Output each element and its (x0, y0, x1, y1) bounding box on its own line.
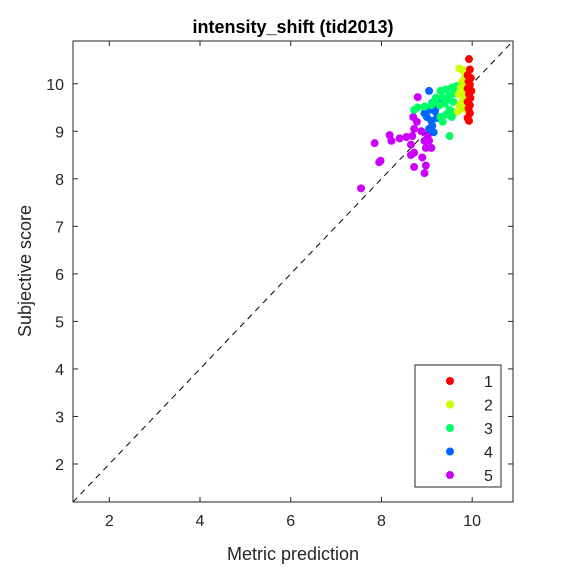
y-tick-label: 8 (55, 172, 64, 189)
x-tick-label: 8 (377, 513, 386, 530)
legend-label: 3 (484, 421, 493, 438)
series-3 (410, 82, 461, 141)
legend-label: 2 (484, 398, 493, 415)
data-point (429, 97, 438, 106)
axes-frame (72, 40, 514, 503)
data-point (420, 169, 429, 178)
x-axis-label: Metric prediction (227, 544, 359, 564)
data-point (375, 158, 384, 167)
x-tick-label: 4 (196, 513, 205, 530)
data-point (406, 151, 415, 160)
data-point (427, 143, 436, 152)
data-point (420, 102, 429, 111)
x-tick-label: 6 (286, 513, 295, 530)
data-point (429, 128, 438, 137)
data-point (435, 101, 444, 110)
data-point (449, 97, 458, 106)
legend-label: 1 (484, 374, 493, 391)
data-point (412, 117, 421, 126)
data-point (406, 140, 415, 149)
legend-marker (446, 471, 454, 479)
legend-marker (446, 447, 454, 456)
data-point (445, 132, 454, 141)
legend-label: 4 (484, 445, 493, 462)
data-point (408, 132, 417, 141)
x-tick-label: 10 (463, 513, 481, 530)
data-point (465, 116, 473, 125)
data-point (425, 86, 434, 95)
data-point (423, 132, 432, 141)
data-point (465, 55, 473, 64)
data-point (410, 124, 419, 133)
data-point (438, 117, 447, 126)
data-point (417, 127, 426, 136)
series-1 (463, 55, 476, 125)
data-point (436, 86, 445, 95)
data-points (357, 55, 476, 193)
plot-area: 2 4 6 8 10 2 3 4 5 6 7 8 9 10 (46, 40, 514, 530)
y-axis-label: Subjective score (15, 205, 35, 337)
legend-items: 1 2 3 4 5 (446, 374, 493, 485)
data-point (387, 136, 396, 145)
data-point (447, 113, 456, 122)
data-point (453, 107, 462, 116)
legend-label: 5 (484, 468, 493, 485)
chart-title: intensity_shift (tid2013) (192, 17, 393, 37)
y-tick-label: 6 (55, 267, 64, 284)
data-point (410, 105, 419, 114)
y-tick-label: 4 (55, 362, 64, 379)
legend-marker (446, 400, 454, 409)
data-point (402, 133, 411, 142)
axis-ticks: 2 4 6 8 10 2 3 4 5 6 7 8 9 10 (46, 41, 513, 530)
data-point (395, 134, 404, 143)
series-5 (357, 93, 436, 193)
data-point (454, 90, 463, 99)
y-tick-label: 9 (55, 124, 64, 141)
legend-marker (446, 377, 454, 385)
x-tick-label: 2 (105, 513, 114, 530)
legend: 1 2 3 4 5 (414, 364, 502, 488)
data-point (357, 184, 366, 193)
data-point (413, 93, 422, 102)
y-tick-label: 7 (55, 219, 64, 236)
data-point (421, 161, 430, 170)
data-point (410, 162, 419, 171)
data-point (418, 153, 427, 162)
legend-box (414, 364, 502, 488)
data-point (370, 139, 379, 148)
y-tick-label: 2 (55, 457, 64, 474)
y-tick-label: 3 (55, 409, 64, 426)
y-tick-label: 5 (55, 314, 64, 331)
legend-marker (446, 424, 454, 432)
y-tick-label: 10 (46, 77, 64, 94)
